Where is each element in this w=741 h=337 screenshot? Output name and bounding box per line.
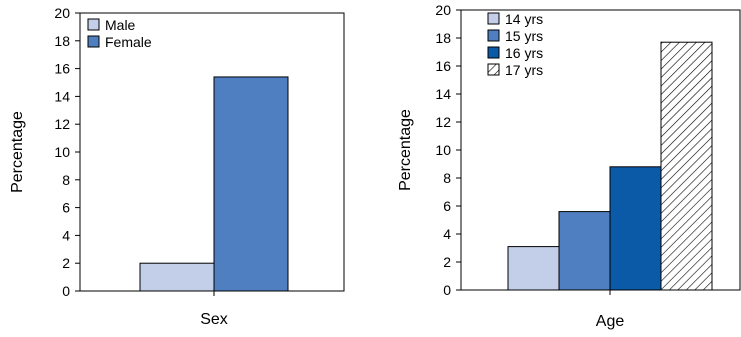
y-tick-label: 6 — [62, 200, 70, 216]
y-tick-label: 12 — [54, 116, 70, 132]
y-tick-label: 18 — [54, 33, 70, 49]
bar-16-yrs — [609, 166, 662, 291]
legend-label: 16 yrs — [505, 45, 543, 61]
y-axis-label: Percentage — [397, 109, 414, 191]
y-tick-label: 16 — [54, 61, 70, 77]
legend-label: Male — [105, 17, 136, 33]
y-tick-label: 20 — [54, 5, 70, 21]
legend-swatch — [487, 12, 500, 25]
y-tick-label: 6 — [443, 198, 451, 214]
y-tick-label: 0 — [443, 282, 451, 298]
legend-swatch — [487, 63, 500, 76]
y-tick-label: 8 — [62, 172, 70, 188]
y-tick-label: 8 — [443, 170, 451, 186]
y-tick-label: 16 — [435, 58, 451, 74]
legend-label: 15 yrs — [505, 28, 543, 44]
bar-17-yrs — [660, 41, 713, 291]
y-tick-label: 20 — [435, 2, 451, 18]
x-axis-label: Sex — [200, 311, 228, 328]
y-tick-label: 4 — [62, 227, 70, 243]
legend-swatch — [487, 46, 500, 59]
y-tick-label: 10 — [435, 142, 451, 158]
bar-14-yrs — [507, 246, 560, 291]
y-tick-label: 2 — [62, 255, 70, 271]
legend-label: 17 yrs — [505, 62, 543, 78]
y-tick-label: 12 — [435, 114, 451, 130]
legend-label: 14 yrs — [505, 11, 543, 27]
y-tick-label: 18 — [435, 30, 451, 46]
y-axis-label: Percentage — [9, 111, 26, 193]
legend-swatch — [87, 35, 100, 48]
plot-frame — [79, 12, 345, 292]
y-tick-label: 4 — [443, 226, 451, 242]
y-tick-label: 2 — [443, 254, 451, 270]
x-axis-label: Age — [596, 313, 625, 330]
legend-swatch — [87, 18, 100, 31]
bar-female — [213, 76, 289, 292]
y-tick-label: 10 — [54, 144, 70, 160]
bar-15-yrs — [558, 211, 611, 291]
bar-male — [139, 262, 215, 292]
y-tick-label: 14 — [435, 86, 451, 102]
y-tick-label: 0 — [62, 283, 70, 299]
legend-label: Female — [105, 34, 152, 50]
legend-swatch — [487, 29, 500, 42]
y-tick-label: 14 — [54, 88, 70, 104]
